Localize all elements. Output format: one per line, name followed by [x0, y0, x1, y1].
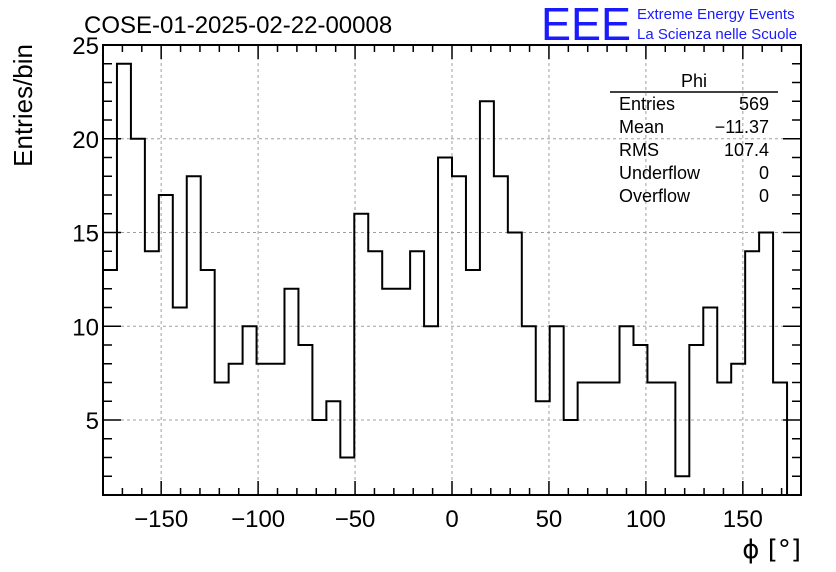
histogram-bin [466, 270, 480, 495]
histogram-bin [410, 251, 424, 495]
x-tick-label: 150 [723, 506, 763, 533]
histogram-bin [396, 289, 410, 495]
histogram-bin [145, 251, 159, 495]
histogram-bin [522, 326, 536, 495]
stats-value: 0 [759, 186, 769, 206]
y-tick-label: 20 [72, 127, 99, 154]
chart-title: COSE-01-2025-02-22-00008 [84, 12, 392, 39]
y-axis-label: Entries/bin [8, 44, 38, 167]
stats-box: Phi Entries 569 Mean −11.37 RMS 107.4 Underflo… [610, 71, 778, 206]
stats-label: RMS [619, 140, 659, 160]
stats-label: Mean [619, 117, 664, 137]
histogram-bin [312, 420, 326, 495]
histogram-bin [592, 383, 606, 496]
logo-line1: Extreme Energy Events [637, 6, 795, 23]
histogram-bin [340, 458, 354, 496]
axis-ticks [102, 44, 802, 496]
histogram-bin [117, 64, 131, 495]
histogram-bin [284, 289, 298, 495]
histogram-bin [215, 383, 229, 496]
histogram-bin [508, 233, 522, 496]
histogram-bin [661, 383, 675, 496]
stats-header: Phi [681, 71, 707, 91]
eee-logo: EEE Extreme Energy Events La Scienza nel… [541, 0, 797, 50]
histogram-bin [620, 326, 634, 495]
x-tick-label: 100 [626, 506, 666, 533]
histogram-bin [229, 364, 243, 495]
histogram-bin [745, 251, 759, 495]
histogram-bin [368, 251, 382, 495]
histogram-bin [494, 176, 508, 495]
histogram-bin [689, 345, 703, 495]
histogram-bin [298, 345, 312, 495]
stats-value: −11.37 [715, 117, 769, 137]
histogram-bin [550, 326, 564, 495]
stats-value: 0 [759, 163, 769, 183]
histogram-bin [257, 364, 271, 495]
histogram-bin [243, 326, 257, 495]
logo-line2: La Scienza nelle Scuole [637, 26, 797, 43]
stats-label: Underflow [619, 163, 701, 183]
histogram-bin [773, 383, 787, 496]
stats-label: Overflow [619, 186, 691, 206]
logo-mark: EEE [541, 0, 631, 50]
histogram-bin [131, 139, 145, 495]
stats-rows: Entries 569 Mean −11.37 RMS 107.4 Underflow 0 Ov… [619, 94, 769, 206]
histogram-bin [173, 308, 187, 496]
histogram-bin [452, 176, 466, 495]
x-tick-label: 0 [445, 506, 458, 533]
histogram-bin [759, 233, 773, 496]
histogram-bin [564, 420, 578, 495]
y-tick-label: 25 [72, 33, 99, 60]
y-tick-label: 5 [86, 408, 99, 435]
histogram-bin [717, 383, 731, 496]
stats-label: Entries [619, 94, 675, 114]
histogram-bin [271, 364, 285, 495]
y-tick-labels: 5 10 15 20 25 [72, 33, 99, 435]
x-tick-label: −150 [134, 506, 188, 533]
x-tick-label: 50 [536, 506, 563, 533]
histogram-outline [102, 62, 789, 495]
x-axis-label: ϕ [°] [742, 535, 801, 565]
stats-value: 569 [739, 94, 769, 114]
y-tick-label: 10 [72, 314, 99, 341]
histogram-bin [326, 401, 340, 495]
histogram-bin [382, 289, 396, 495]
histogram-bin [480, 101, 494, 495]
histogram-bin [159, 195, 173, 495]
stats-value: 107.4 [724, 140, 769, 160]
histogram-bin [633, 345, 647, 495]
y-tick-label: 15 [72, 221, 99, 248]
x-tick-labels: −150 −100 −50 0 50 100 150 [134, 506, 763, 533]
histogram-bin [647, 383, 661, 496]
histogram-bin [703, 308, 717, 496]
histogram-bin [731, 364, 745, 495]
histogram-bin [187, 176, 201, 495]
histogram-bin [536, 401, 550, 495]
histogram-bin [438, 158, 452, 496]
histogram-bin [424, 326, 438, 495]
histogram-bars [102, 62, 789, 496]
histogram-bin [606, 383, 620, 496]
histogram-bin [201, 270, 215, 495]
x-tick-label: −100 [231, 506, 285, 533]
histogram-bin [578, 383, 592, 496]
histogram-bin [354, 214, 368, 495]
x-tick-label: −50 [335, 506, 376, 533]
histogram-bin [675, 476, 689, 495]
